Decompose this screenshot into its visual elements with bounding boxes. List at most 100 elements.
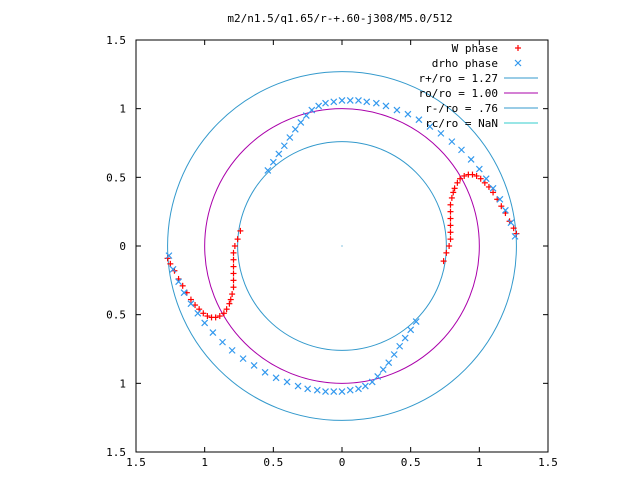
data-point — [208, 314, 215, 321]
data-point — [507, 219, 515, 227]
data-point — [239, 355, 247, 363]
data-point — [469, 171, 476, 178]
data-point — [510, 225, 517, 232]
data-point — [227, 296, 234, 303]
data-point — [330, 98, 338, 106]
data-point — [165, 252, 173, 260]
legend: W phase drho phase r+/ro = 1.27 ro/ro = 1.0… — [419, 42, 538, 130]
legend-label: ro/ro = 1.00 — [419, 87, 498, 100]
origin-dot — [341, 245, 343, 247]
data-point — [297, 118, 305, 126]
y-tick-label: 1 — [119, 377, 126, 390]
data-point — [496, 195, 504, 203]
data-point — [201, 319, 209, 327]
data-point — [498, 203, 505, 210]
data-point — [446, 243, 453, 249]
data-point — [237, 227, 244, 234]
data-point — [275, 150, 283, 158]
data-point — [401, 334, 409, 342]
data-point — [451, 185, 458, 192]
data-point — [250, 362, 258, 369]
data-point — [447, 236, 454, 243]
data-point — [502, 206, 509, 214]
data-point — [302, 112, 310, 119]
data-point — [220, 310, 227, 317]
data-point — [447, 215, 454, 222]
data-point — [313, 386, 321, 394]
data-point — [457, 175, 464, 182]
data-point — [315, 102, 323, 110]
data-point — [204, 313, 211, 320]
data-point — [368, 378, 376, 386]
data-point — [448, 194, 455, 201]
data-point — [379, 366, 387, 374]
series-w-phase — [164, 171, 520, 321]
data-point — [291, 125, 299, 133]
data-point — [322, 388, 329, 395]
legend-item: ro/ro = 1.00 — [419, 87, 538, 100]
data-point — [338, 97, 346, 104]
y-tick-label: 0.5 — [106, 309, 126, 322]
data-point — [223, 306, 230, 313]
data-point — [454, 179, 461, 186]
data-point — [490, 189, 497, 196]
legend-label: r+/ro = 1.27 — [419, 72, 498, 85]
data-point — [230, 256, 237, 263]
data-point — [450, 189, 457, 196]
data-point — [294, 382, 302, 390]
y-tick-label: 1.5 — [106, 446, 126, 459]
legend-item: drho phase — [432, 57, 522, 70]
data-point — [230, 277, 237, 284]
data-point — [447, 201, 454, 208]
data-point — [393, 106, 401, 114]
data-point — [230, 270, 237, 277]
data-point — [269, 158, 277, 166]
chart-title: m2/n1.5/q1.65/r-+.60-j308/M5.0/512 — [227, 12, 452, 25]
data-point — [180, 289, 188, 297]
legend-marker — [514, 59, 522, 67]
data-point — [280, 142, 288, 150]
data-point — [355, 97, 362, 104]
legend-label: W phase — [452, 42, 498, 55]
data-point — [228, 346, 236, 354]
series-drho-phase — [165, 97, 519, 395]
data-point — [447, 222, 454, 229]
data-point — [322, 99, 329, 107]
data-point — [346, 97, 354, 104]
axis-ticks: 1.5 1 0.5 0 0.5 1 1.51.510.500.511.5 — [106, 34, 558, 469]
data-point — [209, 329, 217, 336]
y-tick-label: 1.5 — [106, 34, 126, 47]
data-point — [511, 232, 519, 240]
data-point — [187, 300, 195, 308]
legend-marker — [515, 45, 521, 51]
data-point — [179, 282, 186, 289]
data-point — [372, 99, 380, 107]
data-point — [234, 236, 241, 243]
data-point — [412, 318, 420, 325]
x-tick-label: 1.5 — [126, 456, 146, 469]
data-point — [216, 313, 223, 320]
legend-item: r+/ro = 1.27 — [419, 72, 538, 85]
data-point — [346, 386, 354, 394]
data-point — [447, 229, 454, 236]
x-tick-label: 0.5 — [263, 456, 283, 469]
data-point — [437, 129, 445, 137]
data-point — [461, 172, 468, 179]
x-tick-label: 0 — [339, 456, 346, 469]
data-point — [194, 309, 202, 317]
data-point — [385, 359, 393, 367]
x-tick-label: 1 — [476, 456, 483, 469]
data-point — [443, 249, 450, 256]
legend-item: W phase — [452, 42, 521, 55]
data-point — [447, 208, 454, 215]
data-point — [283, 378, 291, 386]
x-tick-label: 0.5 — [401, 456, 421, 469]
data-point — [304, 385, 312, 393]
data-point — [226, 300, 233, 307]
legend-label: rc/ro = NaN — [425, 117, 498, 130]
data-point — [440, 258, 447, 265]
legend-item: r-/ro = .76 — [425, 102, 538, 115]
y-tick-label: 0.5 — [106, 171, 126, 184]
data-point — [458, 146, 465, 154]
circle-rro — [167, 71, 517, 421]
